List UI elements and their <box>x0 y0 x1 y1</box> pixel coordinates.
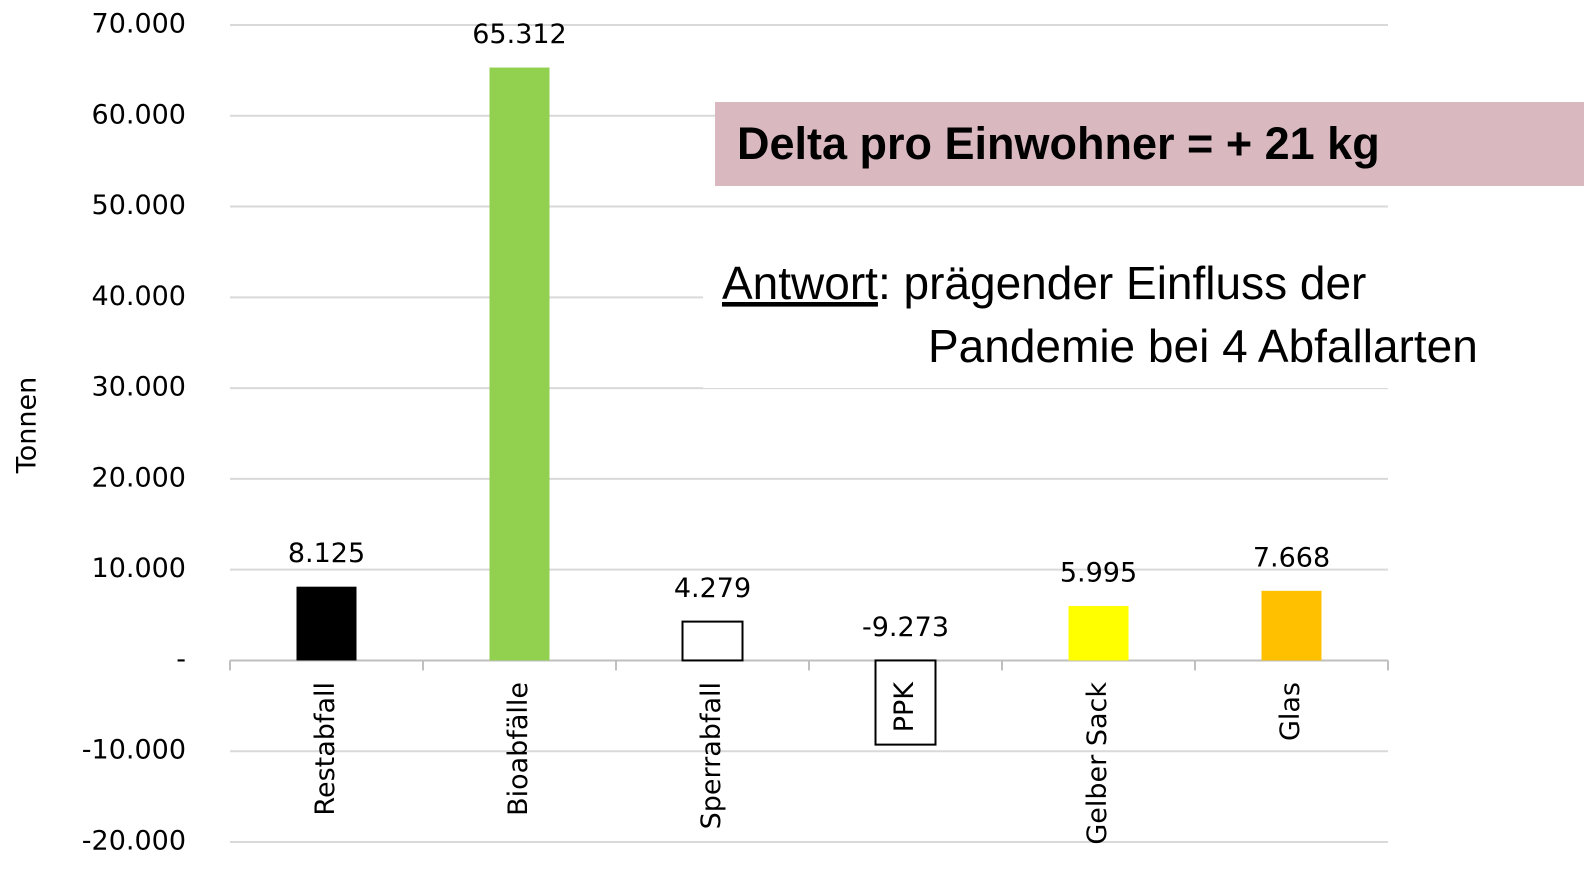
annotation: Delta pro Einwohner = + 21 kg <box>737 118 1380 169</box>
x-tick-label: Glas <box>1275 682 1306 741</box>
value-label: 5.995 <box>1060 558 1137 589</box>
bar <box>1261 590 1322 661</box>
bar <box>1068 606 1129 661</box>
y-tick-label: 20.000 <box>92 462 186 493</box>
value-label: 8.125 <box>288 538 365 569</box>
annotation: Antwort: prägender Einfluss der <box>722 257 1366 309</box>
annotation-box <box>715 102 1584 186</box>
y-tick-label: 10.000 <box>92 553 186 584</box>
value-label: 65.312 <box>472 19 566 50</box>
y-tick-label: 30.000 <box>92 372 186 403</box>
y-axis-label: Tonnen <box>12 377 43 474</box>
value-label: 4.279 <box>674 573 751 604</box>
annotation: Pandemie bei 4 Abfallarten <box>928 320 1478 372</box>
x-tick-label: Sperrabfall <box>696 682 727 829</box>
x-tick-label: Restabfall <box>310 682 341 816</box>
x-tick-label: Gelber Sack <box>1082 682 1113 845</box>
annotation-part: Antwort <box>722 257 878 309</box>
y-tick-label: 60.000 <box>92 99 186 130</box>
value-label: 7.668 <box>1253 542 1330 573</box>
bar <box>681 620 744 662</box>
annotation-part: : prägender Einfluss der <box>878 257 1366 309</box>
y-tick-label: -20.000 <box>82 826 186 857</box>
y-tick-label: 50.000 <box>92 190 186 221</box>
annotation-background <box>703 238 1584 388</box>
y-tick-label: 40.000 <box>92 281 186 312</box>
y-tick-label: 70.000 <box>92 9 186 40</box>
x-tick-label: Bioabfälle <box>503 682 534 816</box>
bar <box>296 586 357 661</box>
y-tick-label: - <box>176 644 186 675</box>
value-label: -9.273 <box>862 612 949 643</box>
x-tick-label: PPK <box>889 681 920 733</box>
bar <box>489 67 550 661</box>
y-tick-label: -10.000 <box>82 735 186 766</box>
bar <box>874 659 937 746</box>
